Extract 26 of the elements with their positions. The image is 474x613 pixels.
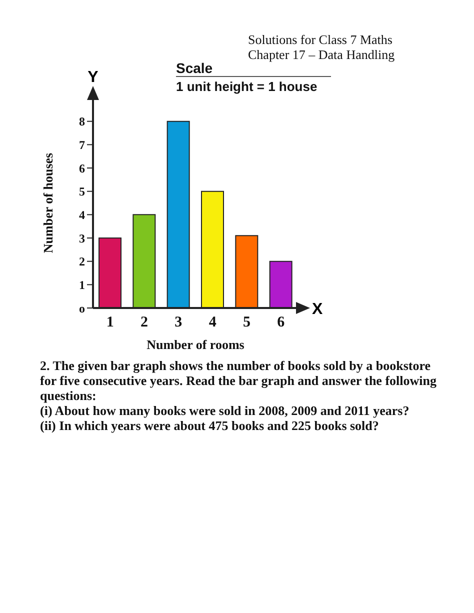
- y-tick-label: 5: [79, 184, 85, 199]
- y-axis-title: Number of houses: [40, 152, 56, 254]
- x-tick-label: 4: [208, 314, 217, 331]
- y-tick-label: 1: [79, 278, 85, 292]
- text: 2. The given bar graph shows the number of books sold by a bookstore for five consecutive years. Read the bar graph and answer the following questions:: [40, 358, 438, 403]
- y-tick-label: 6: [79, 161, 85, 176]
- y-tick-label: 8: [79, 114, 85, 129]
- y-tick-label: 4: [79, 208, 85, 222]
- text: X: [312, 301, 323, 318]
- y-tick-label: 3: [79, 231, 85, 246]
- x-tick-label: 3: [174, 314, 182, 331]
- x-axis-title: Number of rooms: [146, 337, 244, 352]
- y-tick-label: 7: [79, 138, 85, 152]
- x-tick-label: 1: [106, 314, 114, 331]
- text: 1 unit height = 1 house: [176, 79, 318, 94]
- text: Solutions for Class 7 Maths: [248, 32, 394, 47]
- text: (i) About how many books were sold in 2008, 2009 and 2011 years?: [40, 403, 410, 418]
- y-tick-label: 2: [79, 254, 85, 269]
- x-tick-label: 6: [277, 314, 286, 331]
- text: Chapter 17 – Data Handling: [248, 47, 395, 62]
- text: Y: [88, 69, 99, 86]
- y-tick-label: o: [79, 301, 85, 316]
- x-tick-label: 5: [243, 314, 250, 331]
- x-tick-label: 2: [140, 314, 148, 331]
- text: (ii) In which years were about 475 books and 225 books sold?: [40, 418, 380, 433]
- text: Scale: [176, 60, 213, 76]
